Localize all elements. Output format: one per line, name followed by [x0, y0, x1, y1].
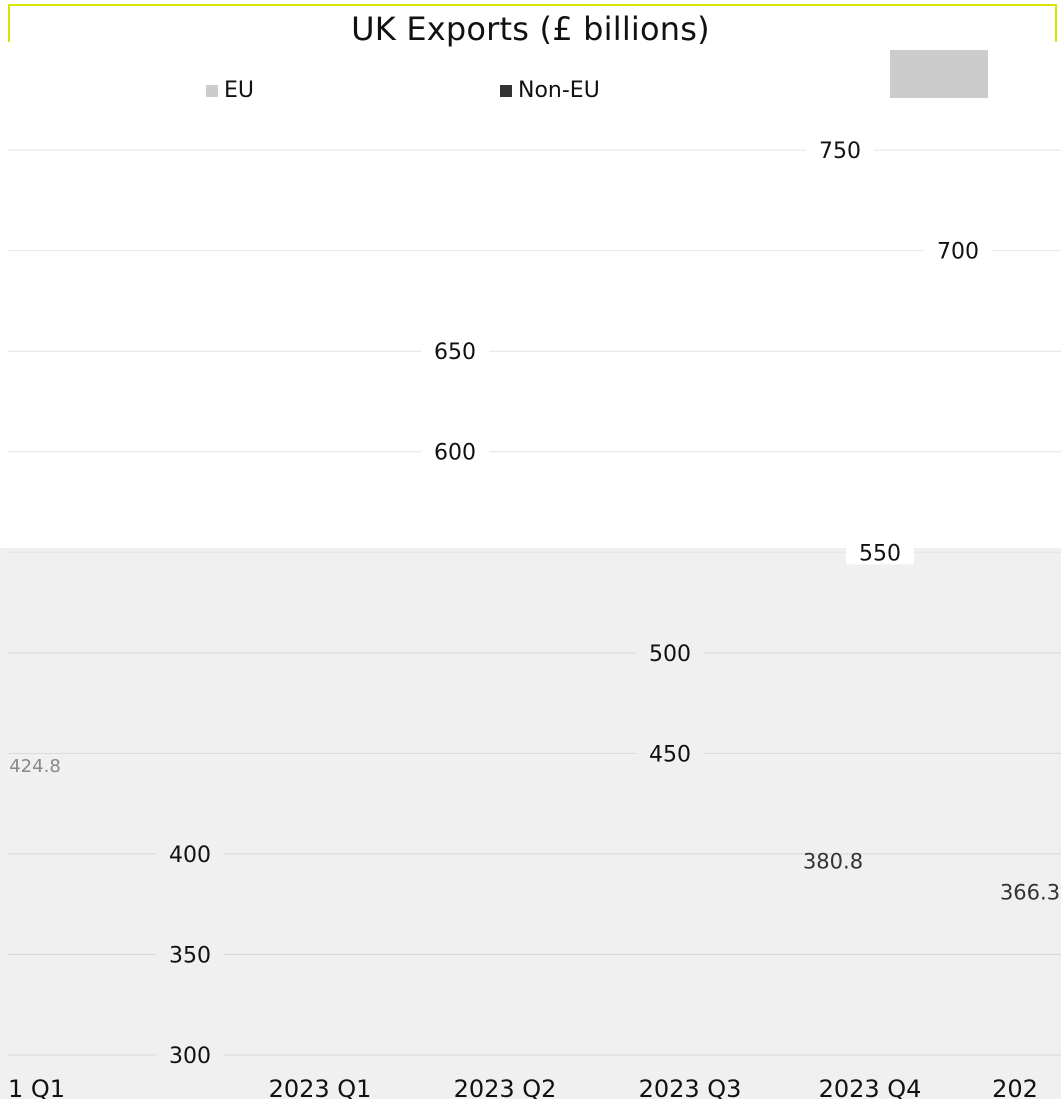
- x-tick-labels: 1 Q1 2023 Q1 2023 Q2 2023 Q3 2023 Q4 202: [8, 1075, 1038, 1099]
- x-tick-label-4: 2023 Q4: [819, 1075, 922, 1099]
- chart-title: UK Exports (£ billions): [351, 10, 710, 48]
- y-tick-bg-400: [156, 839, 224, 866]
- y-tick-bg-650: [421, 337, 489, 364]
- y-tick-label-450: 450: [649, 742, 691, 767]
- data-label-0: 424.8: [9, 756, 61, 777]
- y-tick-label-350: 350: [169, 943, 211, 968]
- y-tick-bg-750: [806, 136, 874, 163]
- legend-color-block: [890, 50, 988, 98]
- y-tick-bg-500: [636, 638, 704, 665]
- x-tick-label-5: 202: [992, 1075, 1038, 1099]
- x-tick-label-1: 2023 Q1: [269, 1075, 372, 1099]
- y-tick-label-500: 500: [649, 642, 691, 667]
- legend-label-eu: EU: [224, 78, 255, 103]
- y-tick-bg-550: [846, 538, 914, 565]
- y-tick-bg-700: [924, 236, 992, 263]
- legend-item-eu: EU: [206, 78, 254, 103]
- data-label-1: 380.8: [803, 850, 863, 874]
- y-tick-label-300: 300: [169, 1044, 211, 1069]
- x-tick-label-2: 2023 Q2: [454, 1075, 557, 1099]
- legend-item-non-eu: Non-EU: [500, 78, 600, 103]
- title-frame-accent: [8, 4, 1057, 42]
- data-label-2: 366.3: [1000, 881, 1060, 905]
- legend-swatch-non-eu: [500, 84, 512, 97]
- y-tick-label-750: 750: [819, 139, 861, 164]
- legend: EU Non-EU: [0, 78, 1061, 110]
- y-tick-bg-300: [156, 1041, 224, 1067]
- y-tick-bg-600: [421, 437, 489, 464]
- x-tick-label-3: 2023 Q3: [639, 1075, 742, 1099]
- x-tick-label-0: 1 Q1: [8, 1075, 65, 1099]
- plot-background-band: [0, 548, 1061, 1099]
- y-tick-bg-450: [636, 739, 704, 766]
- y-tick-labels: 300 350 400 450 500 550 600 650 700 750: [156, 136, 992, 1069]
- y-tick-label-650: 650: [434, 340, 476, 365]
- legend-swatch-eu: [206, 84, 218, 97]
- y-tick-label-550: 550: [859, 541, 901, 566]
- legend-label-non-eu: Non-EU: [518, 78, 600, 103]
- y-tick-bg-350: [156, 940, 224, 967]
- y-tick-label-400: 400: [169, 843, 211, 868]
- y-tick-label-700: 700: [937, 240, 979, 265]
- data-labels: 424.8 380.8 366.3: [9, 756, 1060, 905]
- gridlines: [8, 149, 1061, 1056]
- y-tick-label-600: 600: [434, 441, 476, 466]
